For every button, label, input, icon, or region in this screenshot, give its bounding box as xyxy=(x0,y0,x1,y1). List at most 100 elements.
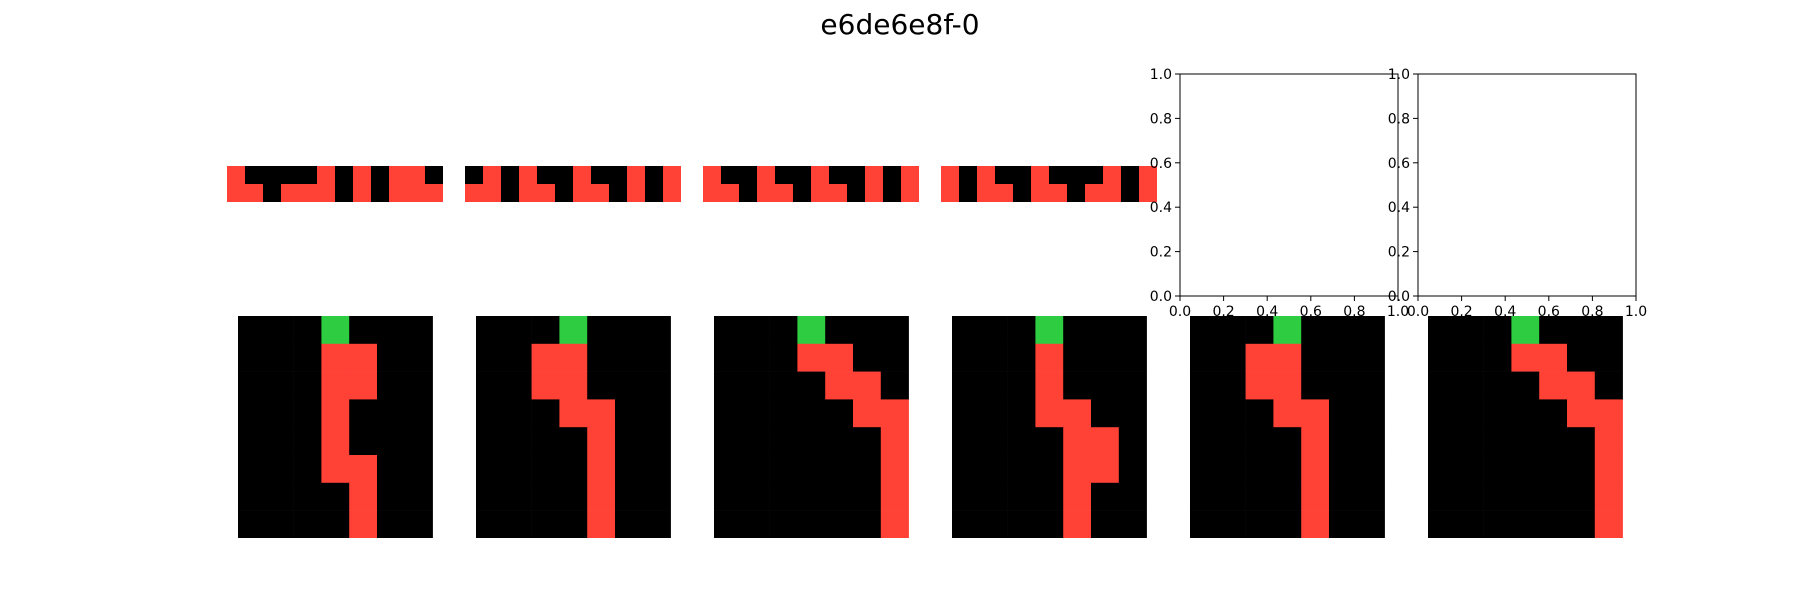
grid-cell xyxy=(371,166,390,185)
grid-cell xyxy=(880,510,909,539)
grid-cell xyxy=(1190,316,1219,345)
grid-cell xyxy=(1273,399,1302,428)
grid-cell xyxy=(519,184,538,202)
grid-cell xyxy=(1273,343,1302,372)
grid-cell xyxy=(1067,184,1086,202)
grid-cell xyxy=(880,427,909,456)
grid-cell xyxy=(503,316,532,345)
grid-cell xyxy=(793,184,812,202)
grid-cell xyxy=(721,184,740,202)
grid-cell xyxy=(1091,482,1120,511)
grid-cell xyxy=(1007,510,1036,539)
grid-cell xyxy=(1483,427,1512,456)
grid-cell xyxy=(1356,343,1385,372)
grid-cell xyxy=(714,482,743,511)
empty-axes-1: 0.0 0.2 0.4 0.6 0.8 1.00.00.20.40.60.81.0 xyxy=(1150,67,1409,320)
grid-cell xyxy=(587,455,616,484)
grid-cell xyxy=(959,166,978,185)
grid-cell xyxy=(293,343,322,372)
grid-cell xyxy=(1539,427,1568,456)
grid-cell xyxy=(1118,343,1147,372)
grid-cell xyxy=(559,371,588,400)
grid-cell xyxy=(1035,399,1064,428)
grid-cell xyxy=(238,455,267,484)
grid-cell xyxy=(615,343,644,372)
grid-cell xyxy=(1217,343,1246,372)
grid-cell xyxy=(1567,399,1596,428)
grid-cell xyxy=(609,184,628,202)
grid-cell xyxy=(299,184,318,202)
grid-cell xyxy=(1594,482,1623,511)
grid-cell xyxy=(404,510,433,539)
grid-cell xyxy=(377,455,406,484)
grid-cell xyxy=(263,166,282,185)
grid-cell xyxy=(559,482,588,511)
grid-cell xyxy=(321,482,350,511)
grid-cell xyxy=(1511,482,1540,511)
grid-cell xyxy=(865,184,884,202)
grid-cell xyxy=(1483,455,1512,484)
grid-cell xyxy=(591,166,610,185)
grid-cell xyxy=(1245,510,1274,539)
grid-cell xyxy=(1118,510,1147,539)
grid-cell xyxy=(627,166,646,185)
grid-cell xyxy=(1594,316,1623,345)
grid-cell xyxy=(615,482,644,511)
grid-cell xyxy=(1035,343,1064,372)
grid-cell xyxy=(741,510,770,539)
grid-cell xyxy=(1103,184,1122,202)
grid-cell xyxy=(853,427,882,456)
grid-cell xyxy=(531,343,560,372)
y-tick-label: 0.6 xyxy=(1150,156,1172,172)
grid-cell xyxy=(389,166,408,185)
grid-cell xyxy=(1063,510,1092,539)
grid-cell xyxy=(741,371,770,400)
grid-cell xyxy=(503,455,532,484)
grid-cell xyxy=(1539,371,1568,400)
grid-cell xyxy=(741,316,770,345)
grid-cell xyxy=(293,399,322,428)
grid-cell xyxy=(1273,510,1302,539)
grid-cell xyxy=(1301,316,1330,345)
grid-cell xyxy=(1511,455,1540,484)
grid-cell xyxy=(1594,343,1623,372)
grid-cell xyxy=(404,399,433,428)
grid-cell xyxy=(265,399,294,428)
grid-cell xyxy=(811,166,830,185)
grid-cell xyxy=(1007,399,1036,428)
grid-cell xyxy=(1594,399,1623,428)
grid-cell xyxy=(349,399,378,428)
grid-cell xyxy=(531,399,560,428)
output-grid-2 xyxy=(476,316,671,539)
grid-cell xyxy=(349,427,378,456)
grid-cell xyxy=(721,166,740,185)
grid-cell xyxy=(353,166,372,185)
grid-cell xyxy=(880,316,909,345)
grid-cell xyxy=(1539,343,1568,372)
grid-cell xyxy=(1356,371,1385,400)
grid-cell xyxy=(404,455,433,484)
grid-cell xyxy=(377,343,406,372)
grid-cell xyxy=(1217,399,1246,428)
grid-cell xyxy=(1245,371,1274,400)
grid-cell xyxy=(1007,343,1036,372)
grid-cell xyxy=(1329,399,1358,428)
grid-cell xyxy=(883,184,902,202)
grid-cell xyxy=(238,482,267,511)
grid-cell xyxy=(559,316,588,345)
input-grid-4 xyxy=(941,166,1157,202)
grid-cell xyxy=(825,343,854,372)
grid-cell xyxy=(1190,371,1219,400)
grid-cell xyxy=(1091,427,1120,456)
grid-cell xyxy=(1301,371,1330,400)
grid-cell xyxy=(1455,427,1484,456)
grid-cell xyxy=(995,166,1014,185)
grid-cell xyxy=(349,482,378,511)
grid-cell xyxy=(642,510,671,539)
grid-cell xyxy=(245,166,264,185)
grid-cell xyxy=(503,343,532,372)
grid-cell xyxy=(321,371,350,400)
y-tick-label: 0.4 xyxy=(1150,200,1172,216)
output-grid-6 xyxy=(1428,316,1623,539)
grid-cell xyxy=(1273,455,1302,484)
